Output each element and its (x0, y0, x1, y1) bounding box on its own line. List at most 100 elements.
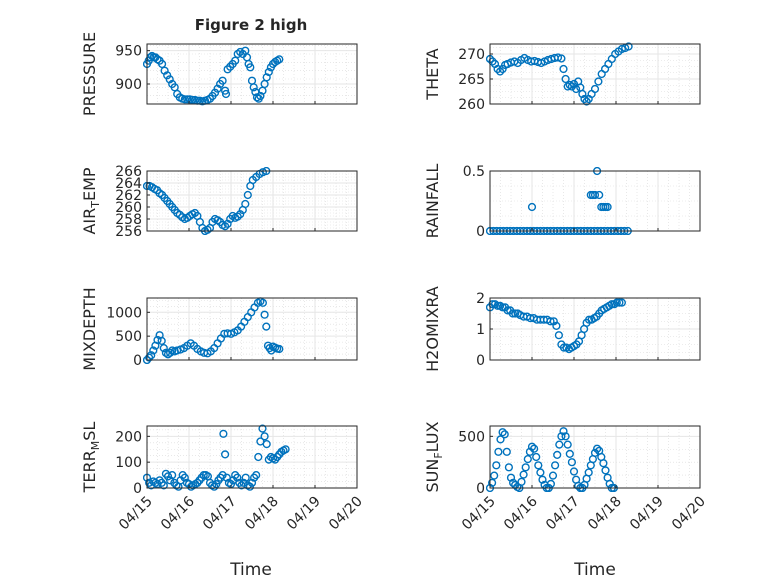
y-tick-label: 264 (115, 176, 142, 192)
data-point (221, 450, 230, 459)
data-point (567, 458, 577, 467)
axes-box (146, 425, 358, 489)
data-point (149, 346, 158, 355)
data-point (157, 336, 166, 346)
subplot-rainfall: 0 0.5 RAINFALL (423, 164, 701, 240)
data-point (607, 300, 616, 309)
data-point (506, 473, 516, 482)
data-point (553, 53, 563, 62)
data-point (557, 432, 566, 441)
data-point (557, 54, 566, 63)
data-point (275, 55, 284, 64)
data-point (159, 481, 168, 490)
data-point (561, 74, 570, 84)
data-point (183, 95, 192, 104)
data-point (584, 315, 594, 324)
data-point (256, 91, 265, 101)
data-point (590, 84, 600, 94)
y-tick-label: 100 (115, 455, 142, 471)
data-point (247, 478, 257, 487)
x-axis-label-left: Time (229, 560, 272, 580)
y-axis-label: THETA (423, 48, 442, 100)
y-tick-label: 260 (458, 97, 485, 113)
data-point (180, 473, 189, 482)
y-tick-label: 262 (115, 188, 142, 204)
data-point (563, 440, 572, 449)
data-point (569, 467, 579, 476)
data-point (494, 447, 503, 456)
data-point (527, 202, 537, 212)
subplot-h2omixra: 0 1 2 H2OMIXRA (423, 286, 701, 372)
data-point (548, 471, 558, 480)
y-tick-label: 900 (115, 77, 142, 93)
data-point (546, 317, 555, 326)
data-point (245, 482, 255, 491)
y-tick-label: 260 (115, 200, 142, 216)
data-point (488, 478, 497, 487)
axes-box (489, 43, 701, 105)
data-point (603, 202, 612, 212)
data-point (546, 479, 556, 489)
data-point (147, 351, 156, 360)
data-point (592, 444, 602, 453)
data-point (163, 71, 172, 80)
subplot-mixdepth: 0 500 1000 MIXDEPTH (80, 287, 358, 371)
y-tick-label: 0 (476, 353, 485, 369)
data-point (502, 447, 511, 456)
data-point (281, 445, 290, 454)
data-point (559, 343, 569, 352)
data-point (260, 310, 269, 319)
data-point (175, 210, 184, 219)
data-point (538, 475, 547, 484)
data-point (527, 442, 537, 451)
data-point (624, 42, 633, 51)
data-point (532, 452, 541, 462)
y-tick-label: 0 (133, 353, 142, 369)
data-series (486, 298, 627, 354)
data-point (565, 449, 574, 459)
y-tick-label: 266 (115, 164, 142, 180)
subplot-theta: 260 265 270 THETA (423, 42, 701, 113)
data-point (578, 89, 587, 99)
y-tick-label: 265 (458, 72, 485, 88)
data-point (590, 448, 600, 458)
y-tick-label: 0 (476, 224, 485, 240)
data-point (188, 95, 197, 105)
data-point (254, 452, 263, 462)
data-point (249, 83, 258, 92)
data-point (599, 459, 608, 468)
axes-box (489, 170, 701, 232)
data-point (153, 335, 162, 345)
data-point (493, 301, 502, 310)
data-point (246, 63, 255, 72)
y-axis-label: SUNFLUX (423, 421, 445, 492)
data-point (166, 348, 175, 357)
data-point (258, 424, 267, 433)
data-point (492, 461, 501, 470)
data-point (521, 463, 530, 472)
y-tick-label: 500 (115, 329, 142, 345)
data-point (158, 59, 167, 69)
data-point (168, 471, 177, 480)
data-series (143, 46, 284, 106)
data-point (595, 190, 604, 200)
data-point (553, 450, 562, 460)
data-point (258, 298, 268, 307)
data-point (534, 461, 543, 470)
data-point (523, 455, 532, 464)
data-point (264, 67, 273, 77)
y-tick-label: 1000 (106, 305, 142, 321)
data-point (617, 298, 627, 307)
data-point (180, 95, 189, 104)
axes-box (146, 43, 358, 105)
data-point (529, 444, 539, 453)
data-point (561, 432, 570, 441)
data-point (517, 477, 526, 486)
data-point (159, 344, 168, 353)
data-series (143, 297, 284, 364)
y-axis-label: MIXDEPTH (80, 287, 99, 370)
data-point (559, 64, 568, 74)
data-point (615, 298, 624, 307)
